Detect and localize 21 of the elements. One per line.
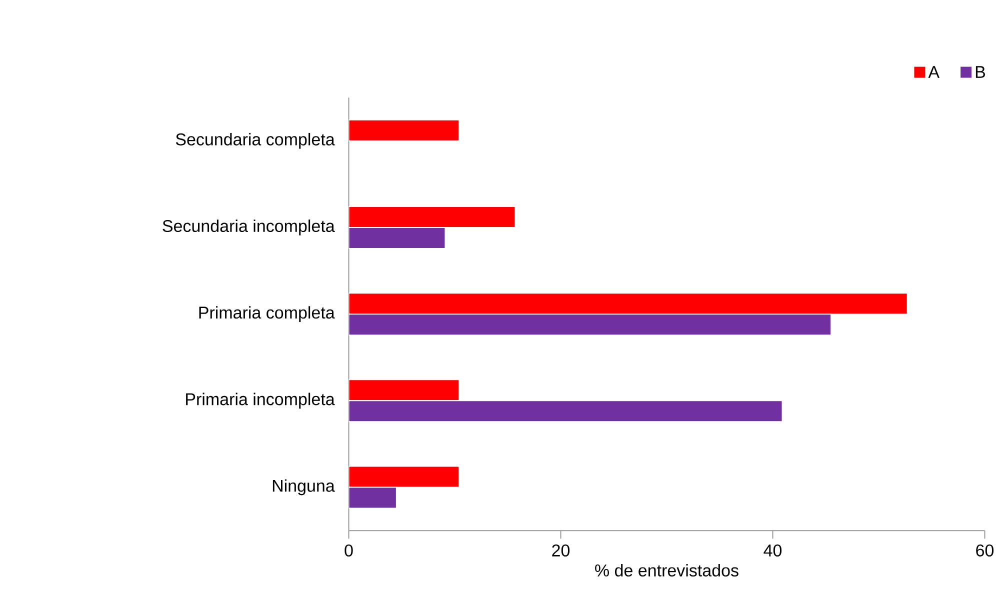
legend-label: B bbox=[976, 66, 986, 78]
bar bbox=[348, 379, 460, 402]
bar bbox=[348, 292, 908, 315]
y-tick-label: Secundaria completa bbox=[176, 132, 335, 149]
bar bbox=[348, 486, 397, 509]
bar bbox=[348, 119, 460, 142]
legend-label: A bbox=[928, 66, 940, 78]
x-tick-label: 0 bbox=[344, 544, 353, 556]
y-tick-label: Ninguna bbox=[272, 479, 335, 496]
y-tick-label: Secundaria incompleta bbox=[162, 220, 335, 236]
x-axis-title: % de entrevistados bbox=[595, 564, 738, 577]
bar bbox=[348, 206, 516, 228]
y-tick-label: Primaria completa bbox=[199, 306, 335, 322]
x-tick-label: 20 bbox=[552, 544, 570, 556]
bar bbox=[348, 466, 460, 488]
x-tick-label: 60 bbox=[976, 544, 994, 556]
bar bbox=[348, 226, 446, 249]
bar bbox=[348, 314, 832, 336]
bar bbox=[348, 400, 783, 422]
y-tick-label: Primaria incompleta bbox=[186, 392, 335, 409]
x-tick-label: 40 bbox=[764, 544, 782, 556]
